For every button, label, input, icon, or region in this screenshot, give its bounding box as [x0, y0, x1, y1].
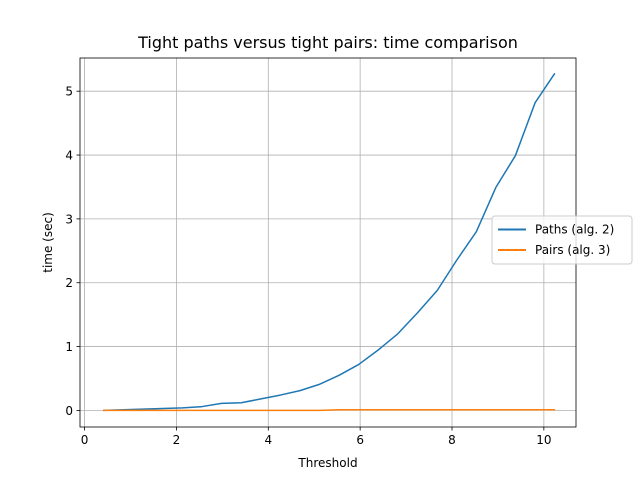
axis-ticks: 0 2 4 6 8 10 0 1 2 3 4 5 — [65, 85, 551, 447]
series-line-pairs — [103, 409, 556, 412]
x-tick-label: 8 — [448, 433, 456, 447]
x-axis-label: Threshold — [297, 456, 357, 470]
legend-label-pairs: Pairs (alg. 3) — [535, 243, 610, 257]
legend: Paths (alg. 2) Pairs (alg. 3) — [491, 215, 633, 265]
legend-box — [491, 215, 633, 265]
y-tick-label: 0 — [65, 404, 73, 418]
x-tick-label: 6 — [356, 433, 364, 447]
y-tick-label: 5 — [65, 85, 73, 99]
x-tick-label: 4 — [264, 433, 272, 447]
series-line-paths — [103, 72, 556, 412]
x-tick-label: 10 — [536, 433, 551, 447]
x-tick-label: 2 — [173, 433, 181, 447]
legend-label-paths: Paths (alg. 2) — [535, 223, 614, 237]
series-lines — [103, 72, 556, 412]
y-tick-label: 3 — [65, 212, 73, 226]
y-axis-label: time (sec) — [41, 212, 55, 273]
x-tick-label: 0 — [81, 433, 89, 447]
chart-title: Tight paths versus tight pairs: time com… — [137, 33, 518, 52]
y-tick-label: 4 — [65, 149, 73, 163]
y-tick-label: 1 — [65, 340, 73, 354]
y-tick-label: 2 — [65, 276, 73, 290]
